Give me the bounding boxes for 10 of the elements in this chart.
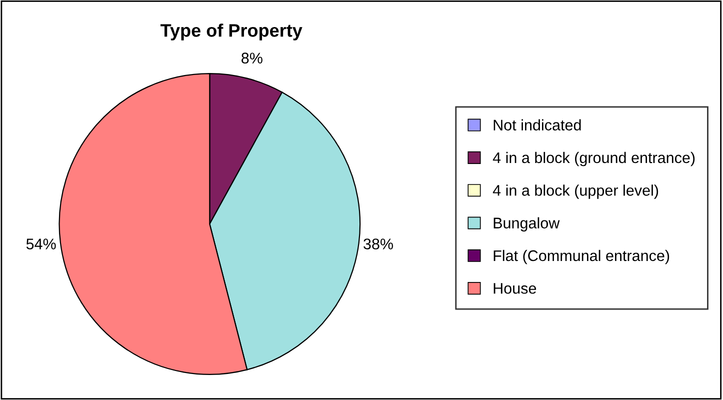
legend-label: 4 in a block (upper level) [492, 184, 658, 199]
data-label: 38% [364, 238, 394, 250]
legend-label: Not indicated [494, 119, 581, 130]
chart-title: Type of Property [160, 24, 302, 40]
legend-label: 4 in a block (ground entrance) [492, 152, 695, 166]
legend-label: Flat (Communal entrance) [494, 250, 670, 264]
data-label: 8% [242, 52, 262, 64]
legend-label: Bungalow [494, 217, 560, 232]
legend-label: House [494, 283, 536, 294]
data-label: 54% [26, 238, 56, 250]
